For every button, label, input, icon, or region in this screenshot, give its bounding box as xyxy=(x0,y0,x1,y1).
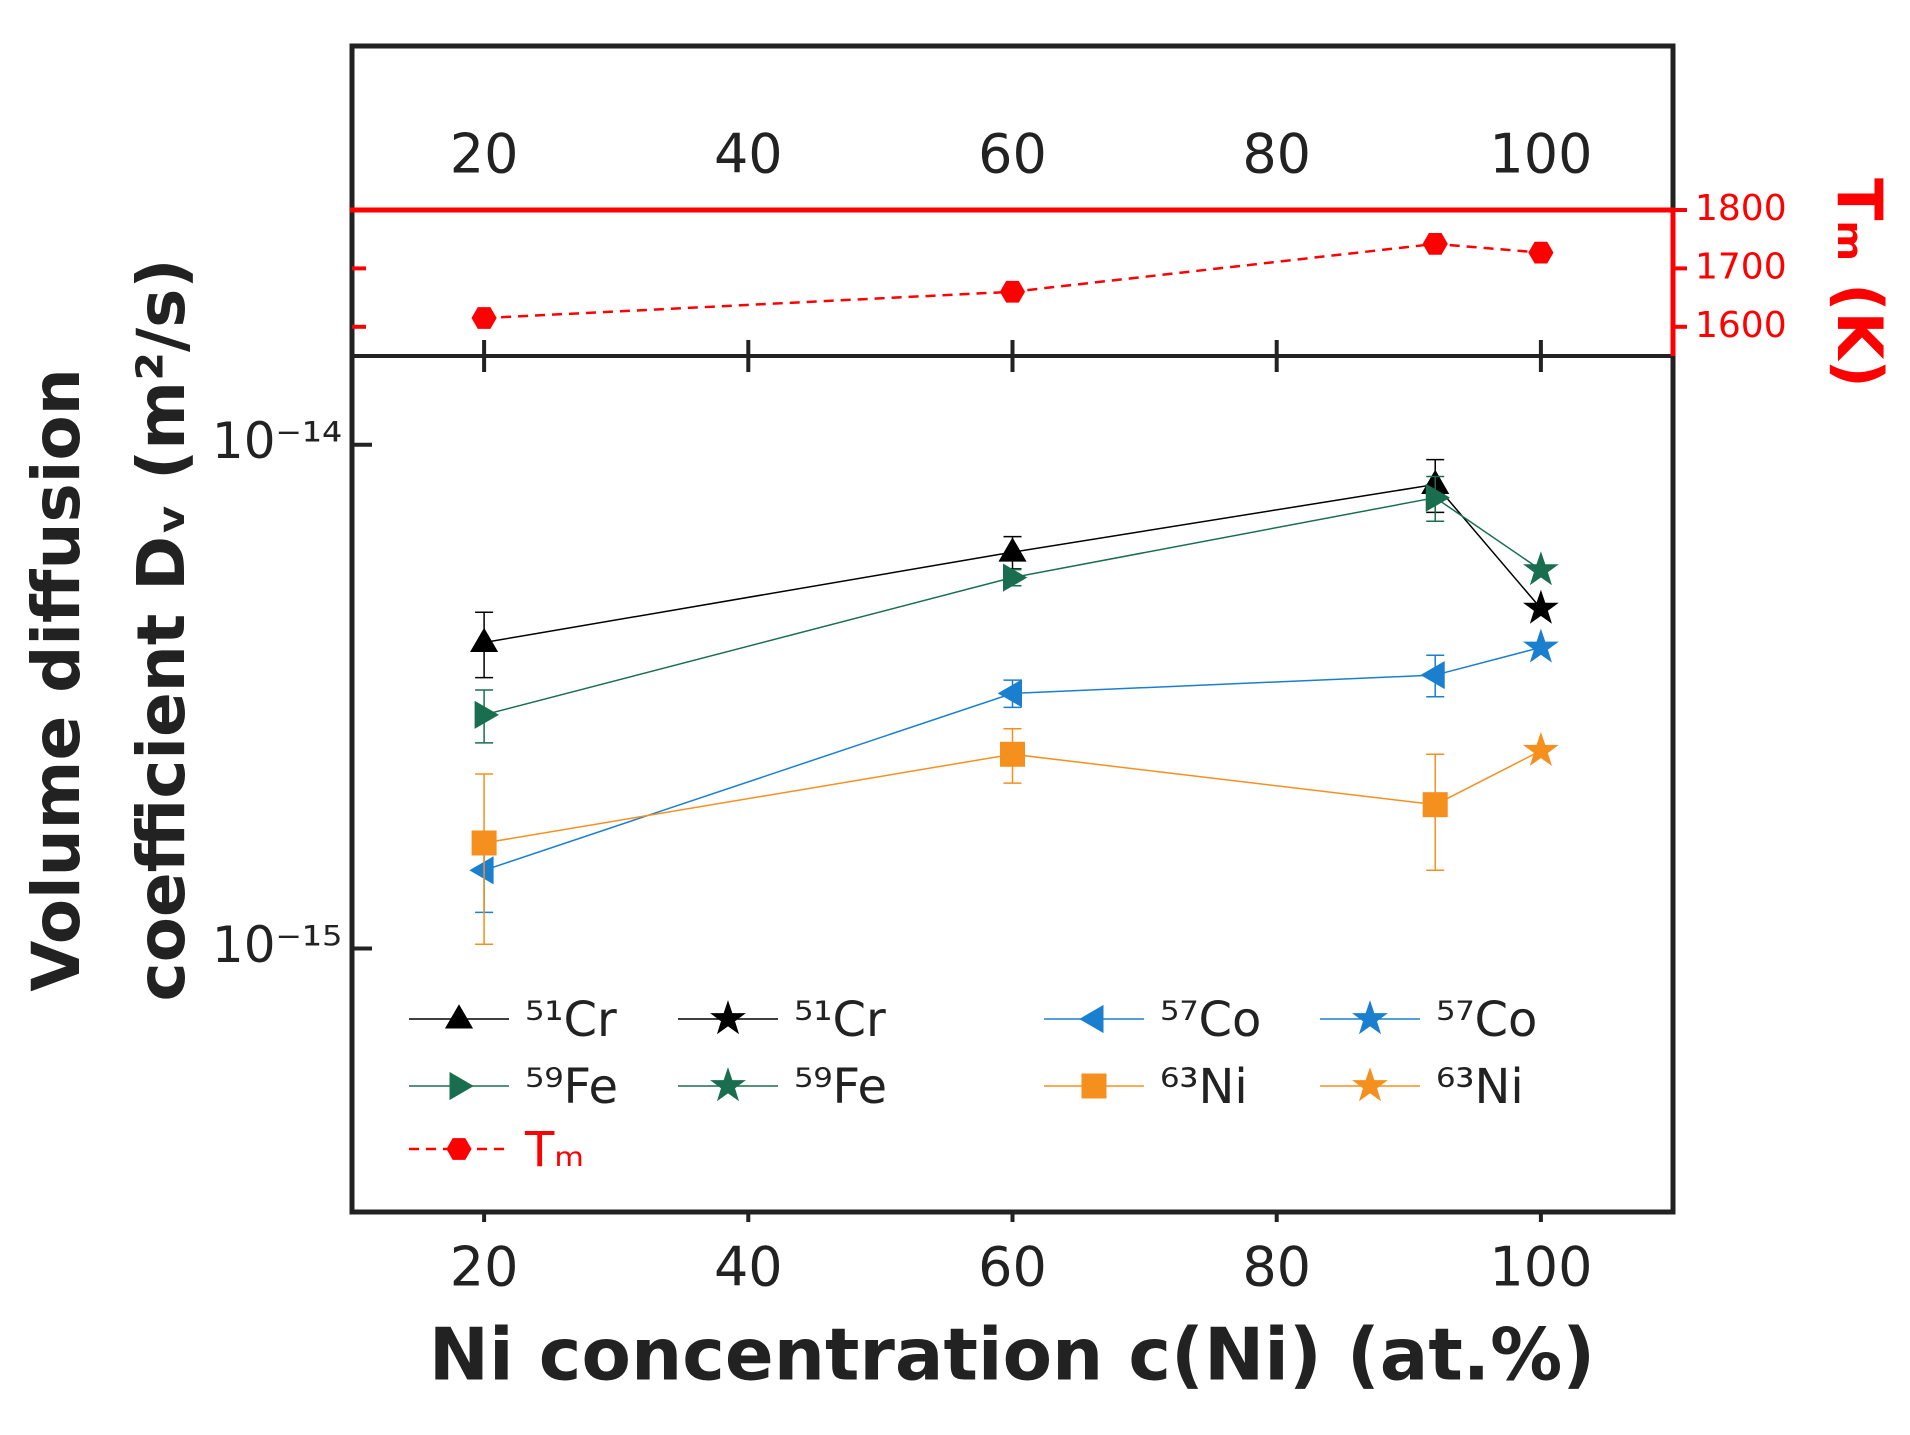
series-line xyxy=(483,483,1436,644)
error-bar xyxy=(475,773,494,945)
legend-marker xyxy=(710,1067,746,1102)
x-tick-label: 60 xyxy=(978,1236,1047,1299)
series-line xyxy=(483,496,1436,716)
marker xyxy=(1523,628,1559,663)
legend-label: Tₘ xyxy=(524,1122,584,1178)
connector-line xyxy=(1434,483,1542,610)
marker xyxy=(1523,551,1559,586)
legend-label: ⁵¹Cr xyxy=(794,992,886,1048)
legend-label: ⁶³Ni xyxy=(1436,1059,1524,1115)
marker xyxy=(1422,232,1448,255)
legend-label: ⁶³Ni xyxy=(1160,1059,1248,1115)
x-tick-label: 80 xyxy=(1242,123,1311,186)
x-tick-label: 60 xyxy=(978,123,1047,186)
legend-marker xyxy=(1081,1073,1107,1099)
marker xyxy=(998,537,1027,562)
x-tick-label: 40 xyxy=(714,123,783,186)
x-tick-label: 80 xyxy=(1242,1236,1311,1299)
y2-tick-label: 1600 xyxy=(1695,305,1787,346)
marker xyxy=(1528,241,1554,264)
marker xyxy=(471,307,497,329)
y2-axis-label: Tₘ (K) xyxy=(1823,178,1896,388)
marker xyxy=(1003,563,1028,592)
x-tick-label: 100 xyxy=(1489,123,1592,186)
legend-label: ⁵⁹Fe xyxy=(525,1059,618,1115)
legend-marker xyxy=(1352,1067,1388,1102)
y2-tick-label: 1700 xyxy=(1695,246,1787,287)
series-line xyxy=(484,242,1542,320)
legend-label: ⁵⁷Co xyxy=(1160,992,1261,1048)
legend-label: ⁵⁷Co xyxy=(1436,992,1537,1048)
marker xyxy=(1523,731,1559,766)
legend-label: ⁵¹Cr xyxy=(525,992,617,1048)
y-axis-label: coefficient Dᵥ (m²/s) xyxy=(123,258,200,1001)
connector-line xyxy=(1434,750,1542,806)
marker xyxy=(997,679,1022,708)
y-tick-label: 10⁻¹⁴ xyxy=(212,412,342,470)
x-tick-label: 20 xyxy=(450,1236,519,1299)
legend-marker xyxy=(710,1000,746,1035)
y-axis-label: Volume diffusion xyxy=(18,368,95,992)
legend-marker xyxy=(1079,1004,1104,1034)
legend-marker xyxy=(1352,1000,1388,1035)
connector-line xyxy=(1434,497,1542,571)
legend-marker xyxy=(449,1071,474,1101)
legend-label: ⁵⁹Fe xyxy=(794,1059,887,1115)
marker xyxy=(1420,660,1445,690)
x-axis-label: Ni concentration c(Ni) (at.%) xyxy=(429,1313,1595,1397)
marker xyxy=(999,280,1026,303)
marker xyxy=(469,856,494,885)
connector-line xyxy=(1435,646,1542,676)
marker xyxy=(1425,483,1451,512)
marker xyxy=(474,700,499,729)
marker xyxy=(471,830,497,856)
series-line xyxy=(483,753,1436,844)
x-tick-label: 20 xyxy=(450,123,519,186)
x-tick-label: 100 xyxy=(1489,1236,1592,1299)
marker xyxy=(1000,741,1025,767)
marker xyxy=(470,627,499,652)
legend-marker xyxy=(444,1004,474,1029)
y2-tick-label: 1800 xyxy=(1695,188,1787,229)
series-line xyxy=(483,674,1436,872)
legend-marker xyxy=(446,1138,472,1160)
x-tick-label: 40 xyxy=(714,1236,783,1299)
y-tick-label: 10⁻¹⁵ xyxy=(212,916,342,974)
marker xyxy=(1523,589,1559,624)
